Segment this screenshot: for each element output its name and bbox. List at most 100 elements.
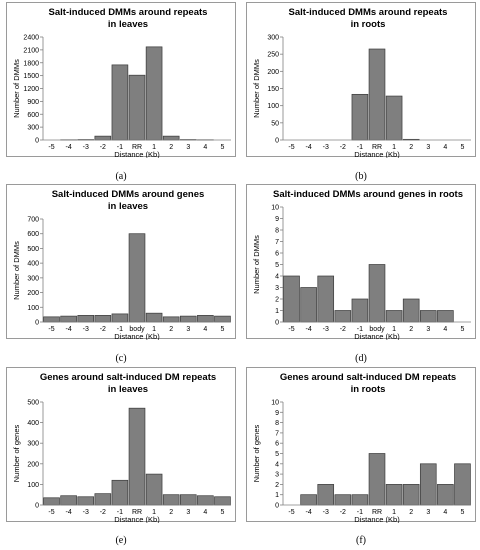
y-tick-label: 9: [275, 216, 279, 223]
bar: [437, 310, 454, 323]
y-tick-label: 6: [275, 441, 279, 448]
chart-panel-c: Salt-induced DMMs around genes in leaves 0…: [6, 184, 236, 340]
bar: [283, 275, 300, 323]
x-tick-label: 4: [443, 326, 447, 333]
y-axis-label: Number of genes: [12, 424, 21, 482]
y-tick-label: 10: [271, 205, 279, 212]
x-tick-label: 3: [426, 144, 430, 151]
bar: [43, 497, 60, 506]
y-axis-label: Number of DMMs: [12, 241, 21, 300]
x-tick-label: 3: [186, 509, 190, 516]
bar: [179, 494, 197, 506]
x-tick-label: -3: [323, 326, 329, 333]
bar: [43, 316, 60, 323]
x-tick-label: -3: [83, 509, 89, 516]
bar: [385, 310, 403, 323]
chart-title-line: in roots: [351, 19, 386, 30]
y-tick-label: 3: [275, 472, 279, 479]
bar: [111, 313, 129, 323]
bar: [300, 494, 317, 506]
caption-a: (a): [115, 171, 127, 182]
x-tick-label: RR: [372, 144, 382, 151]
x-tick-label: -5: [48, 509, 54, 516]
y-tick-label: 1200: [23, 86, 39, 93]
y-tick-label: 600: [27, 231, 39, 238]
x-tick-label: RR: [132, 509, 142, 516]
y-tick-label: 0: [275, 138, 279, 145]
chart-title-line: Salt-induced DMMs around genes in roots: [273, 189, 463, 200]
y-axis-label: Number of DMMs: [252, 235, 261, 294]
bar: [368, 264, 386, 323]
y-tick-label: 0: [35, 320, 39, 327]
y-tick-label: 700: [27, 217, 39, 224]
x-tick-label: 2: [409, 144, 413, 151]
caption-b: (b): [355, 171, 367, 182]
y-tick-label: 5: [275, 451, 279, 458]
bar: [128, 74, 146, 141]
y-tick-label: 500: [27, 400, 39, 407]
x-tick-label: 1: [392, 144, 396, 151]
x-tick-label: 3: [186, 144, 190, 151]
x-tick-label: -1: [117, 326, 123, 333]
y-tick-label: 1: [275, 308, 279, 315]
bar: [368, 453, 386, 506]
x-tick-label: 4: [203, 326, 207, 333]
bar: [77, 315, 95, 323]
caption-e: (e): [115, 535, 127, 546]
y-tick-label: 400: [27, 261, 39, 268]
x-axis-label: Distance (Kb): [354, 332, 400, 340]
x-tick-label: 4: [203, 144, 207, 151]
x-tick-label: -2: [340, 509, 346, 516]
x-tick-label: 5: [461, 509, 465, 516]
bar: [402, 298, 420, 323]
caption-f: (f): [356, 535, 366, 546]
x-tick-label: -1: [357, 509, 363, 516]
chart-title-line: in leaves: [108, 201, 148, 212]
y-tick-label: 10: [271, 400, 279, 407]
x-tick-label: -2: [100, 509, 106, 516]
y-tick-label: 100: [267, 103, 279, 110]
chart-title-line: Genes around salt-induced DM repeats: [40, 372, 216, 383]
bar: [145, 312, 163, 323]
y-tick-label: 2100: [23, 47, 39, 54]
chart-title-line: in leaves: [108, 19, 148, 30]
y-tick-label: 0: [275, 503, 279, 510]
x-tick-label: 3: [186, 326, 190, 333]
x-tick-label: 4: [443, 144, 447, 151]
chart-panel-f: Genes around salt-induced DM repeats in r…: [246, 367, 476, 523]
x-tick-label: -4: [306, 326, 312, 333]
x-axis-label: Distance (Kb): [114, 332, 160, 340]
y-tick-label: 300: [27, 125, 39, 132]
bar: [197, 315, 214, 323]
chart-panel-b: Salt-induced DMMs around repeats in roots…: [246, 2, 476, 158]
y-tick-label: 0: [35, 138, 39, 145]
y-tick-label: 1800: [23, 60, 39, 67]
y-tick-label: 300: [27, 275, 39, 282]
bar: [128, 407, 146, 506]
y-tick-label: 6: [275, 251, 279, 258]
y-tick-label: 8: [275, 420, 279, 427]
y-axis-label: Number of DMMs: [252, 59, 261, 118]
y-tick-label: 4: [275, 274, 279, 281]
bar: [419, 310, 437, 323]
bar: [368, 48, 386, 141]
x-tick-label: -2: [100, 326, 106, 333]
bar: [77, 496, 95, 506]
y-tick-label: 200: [27, 461, 39, 468]
x-tick-label: -4: [66, 326, 72, 333]
bar: [334, 494, 352, 506]
bar: [351, 298, 369, 323]
x-tick-label: 2: [169, 144, 173, 151]
x-tick-label: body: [129, 326, 145, 333]
x-tick-label: body: [369, 326, 385, 333]
bar: [317, 484, 335, 506]
bar: [94, 493, 112, 506]
bar: [214, 315, 231, 323]
y-tick-label: 150: [267, 86, 279, 93]
y-tick-label: 8: [275, 228, 279, 235]
x-tick-label: -4: [306, 509, 312, 516]
x-tick-label: 5: [461, 326, 465, 333]
x-tick-label: 4: [443, 509, 447, 516]
x-tick-label: -2: [340, 144, 346, 151]
